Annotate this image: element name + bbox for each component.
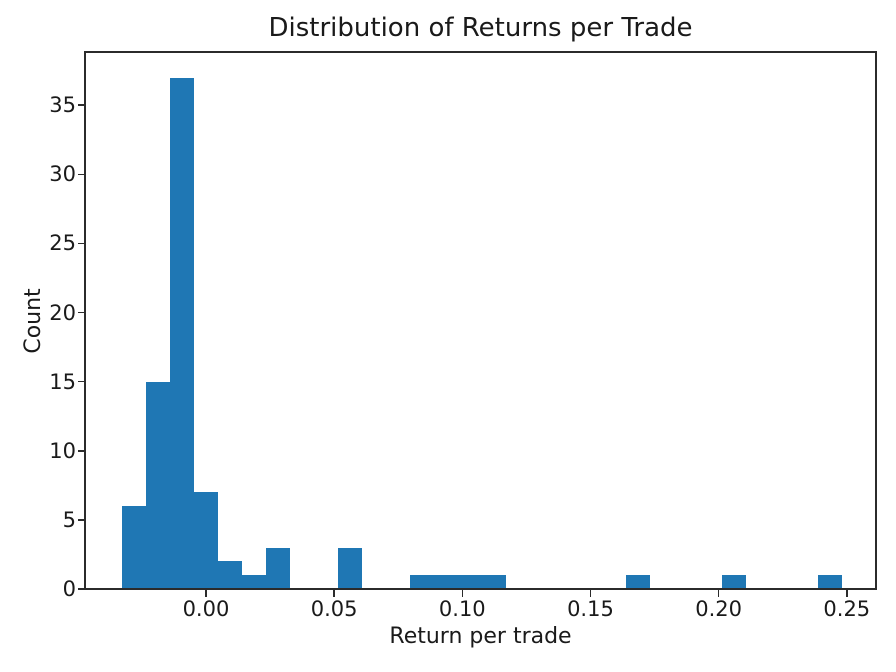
histogram-bar (626, 575, 650, 589)
x-tick-label: 0.10 (438, 597, 486, 621)
x-tick-label: 0.05 (310, 597, 358, 621)
y-tick-mark (78, 588, 85, 590)
left-spine (84, 51, 86, 590)
x-tick-mark (589, 590, 592, 597)
histogram-bar (170, 77, 194, 589)
y-tick-mark (78, 242, 85, 245)
x-axis-label: Return per trade (389, 624, 572, 649)
histogram-bar (242, 575, 266, 589)
x-tick-mark (461, 590, 464, 597)
right-spine (875, 51, 877, 590)
histogram-bar (818, 575, 842, 589)
histogram-bar (338, 547, 362, 589)
x-tick-mark (717, 590, 720, 597)
y-tick-mark (78, 311, 85, 314)
x-tick-label: 0.25 (823, 597, 871, 621)
plot-area (86, 52, 875, 589)
y-tick-label: 25 (49, 231, 76, 256)
histogram-bar (458, 575, 482, 589)
chart-title: Distribution of Returns per Trade (268, 13, 693, 43)
y-tick-label: 0 (62, 577, 76, 601)
histogram-bar (434, 575, 458, 589)
histogram-bar (194, 492, 218, 589)
x-tick-label: 0.00 (182, 597, 230, 621)
histogram-bar (722, 575, 746, 589)
histogram-bar (410, 575, 434, 589)
x-tick-label: 0.15 (567, 597, 614, 621)
y-tick-label: 10 (49, 438, 76, 463)
y-tick-label: 5 (62, 507, 76, 532)
y-tick-mark (78, 450, 85, 452)
histogram-bar (218, 561, 242, 589)
top-spine (84, 51, 877, 53)
x-tick-label: 0.20 (695, 597, 742, 621)
y-tick-mark (78, 519, 85, 521)
y-tick-mark (78, 380, 85, 383)
x-tick-mark (205, 590, 207, 597)
x-tick-mark (333, 590, 335, 597)
y-tick-label: 20 (49, 300, 76, 325)
y-tick-label: 30 (49, 162, 76, 187)
y-tick-mark (78, 104, 85, 106)
x-tick-mark (846, 590, 848, 597)
histogram-bar (122, 506, 146, 589)
y-tick-label: 15 (49, 369, 76, 394)
y-tick-mark (78, 173, 85, 176)
histogram-bar (266, 547, 290, 589)
histogram-bar (146, 381, 170, 589)
y-tick-label: 35 (49, 93, 76, 118)
histogram-bar (482, 575, 506, 589)
bottom-spine (84, 588, 877, 590)
